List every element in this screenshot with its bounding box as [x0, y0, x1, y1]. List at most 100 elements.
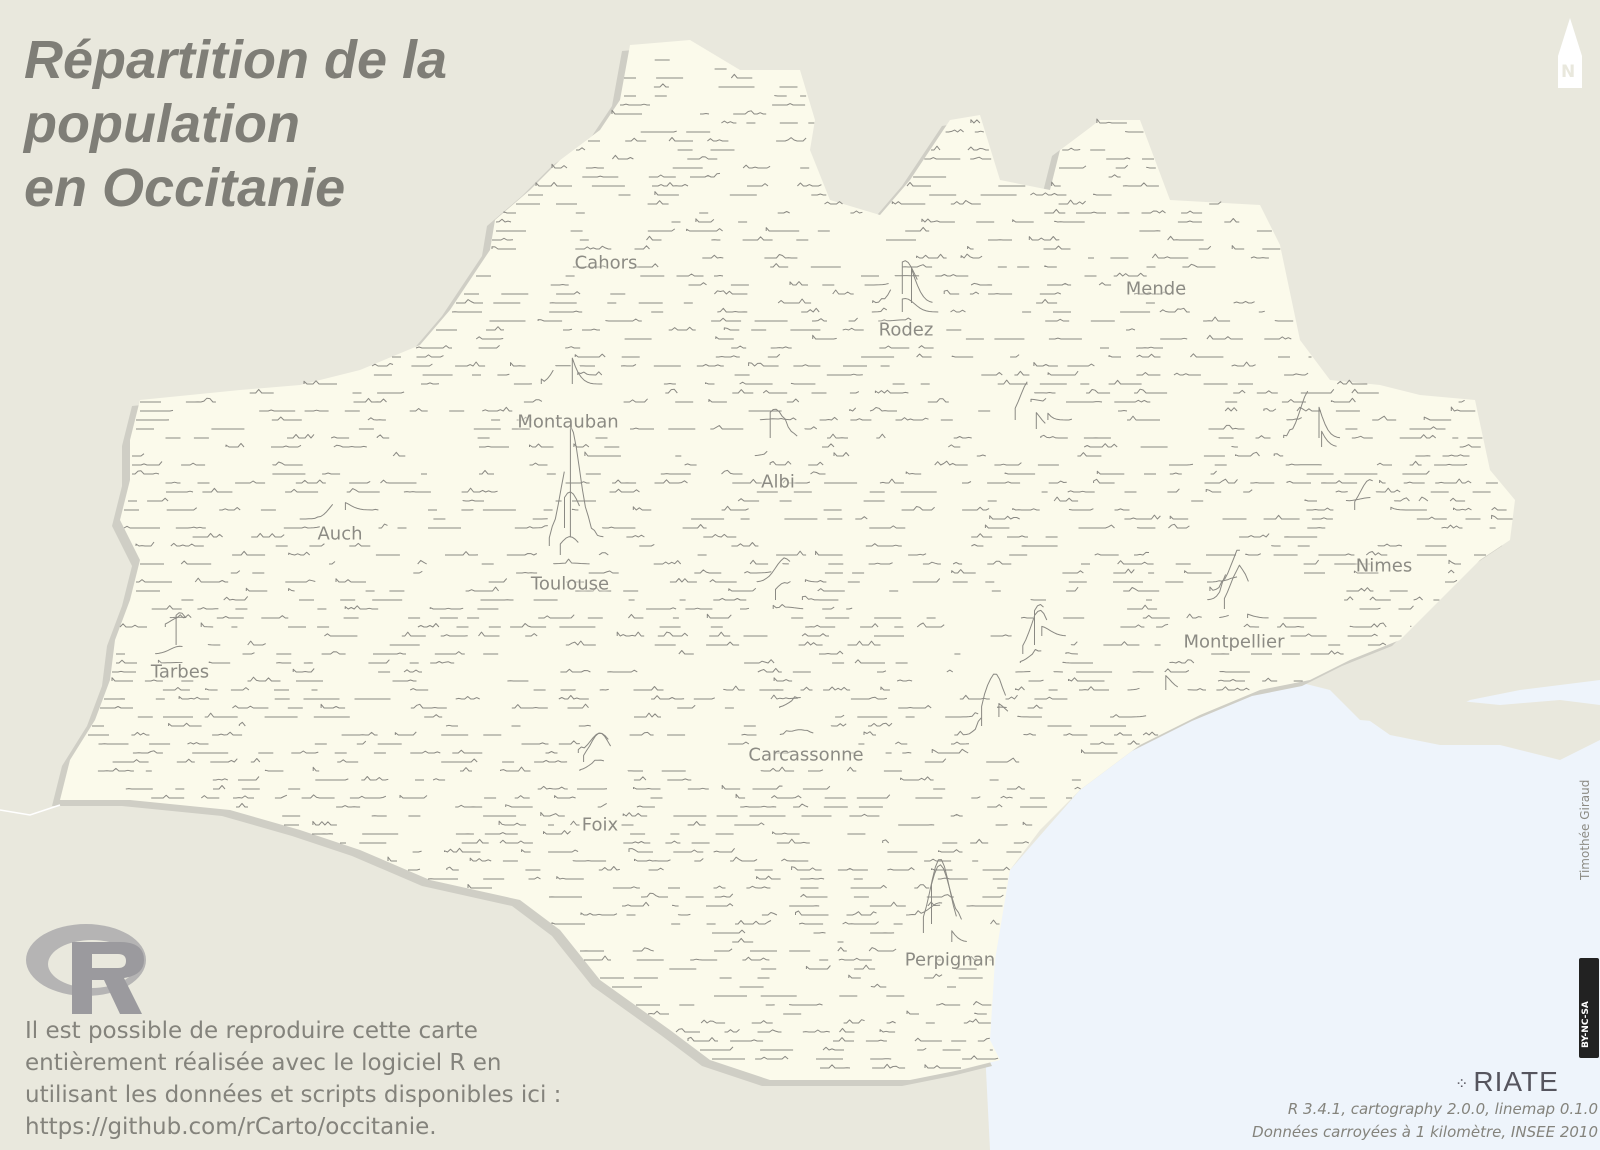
linemap-row: [551, 864, 1000, 925]
linemap-row: [111, 676, 1303, 682]
linemap-row: [476, 272, 1147, 277]
linemap-row: [225, 430, 1481, 448]
linemap-row: [97, 759, 902, 772]
linemap-row: [489, 316, 1294, 322]
linemap-row: [230, 568, 1455, 574]
source-software: R 3.4.1, cartography 2.0.0, linemap 0.1.…: [1287, 1100, 1598, 1118]
linemap-row: [132, 732, 1118, 754]
linemap-row: [249, 388, 1379, 394]
license-label: BY-NC-SA: [1581, 1001, 1591, 1048]
linemap-row: [373, 370, 1309, 376]
outside-border: [0, 804, 61, 816]
linemap-row: [324, 625, 1402, 637]
city-label-rodez: Rodez: [878, 319, 934, 341]
linemap-row: [580, 902, 943, 916]
linemap-row: [624, 73, 753, 79]
linemap-row: [464, 260, 1168, 295]
linemap-row: [620, 103, 806, 106]
linemap-row: [700, 1046, 993, 1051]
linemap-row: [535, 181, 1159, 187]
linemap-row: [125, 784, 1081, 790]
linemap-row: [612, 983, 956, 988]
map-title: Répartition de la population en Occitani…: [24, 28, 447, 220]
city-label-foix: Foix: [581, 814, 619, 836]
linemap-row: [132, 450, 1470, 457]
linemap-row: [132, 460, 1468, 466]
r-logo-icon: [26, 924, 146, 1014]
linemap-row: [572, 263, 1216, 268]
linemap-row: [647, 1010, 987, 1015]
title-line-3: en Occitanie: [24, 158, 346, 218]
linemap-row: [236, 802, 1048, 808]
linemap-row: [576, 145, 1106, 151]
linemap-row: [475, 334, 1292, 340]
linemap-row: [392, 353, 1312, 358]
author-credit: Timothée Giraud: [1578, 779, 1592, 880]
linemap-row: [140, 558, 1461, 565]
linemap-row: [496, 226, 1272, 232]
linemap-row: [675, 1027, 896, 1033]
linemap-row: [175, 604, 1387, 646]
linemap-row: [548, 892, 1004, 898]
linemap-row: [137, 703, 1147, 718]
linemap-row: [584, 955, 993, 961]
linemap-row: [436, 326, 1136, 331]
linemap-row: [580, 946, 897, 952]
linemap-row: [140, 397, 1465, 403]
title-line-2: population: [24, 94, 300, 154]
linemap-row: [136, 549, 1408, 592]
title-line-1: Répartition de la: [24, 30, 448, 90]
linemap-row: [712, 859, 957, 934]
linemap-row: [119, 614, 1412, 628]
linemap-row: [611, 109, 767, 115]
city-label-montpellier: Montpellier: [1183, 631, 1285, 653]
linemap-row: [299, 503, 1513, 520]
linemap-row: [151, 793, 1072, 799]
linemap-row: [112, 667, 1250, 673]
linemap-row: [181, 574, 1440, 601]
linemap-row: [340, 838, 1029, 844]
linemap-row: [669, 964, 977, 970]
linemap-row: [732, 930, 967, 943]
linemap-row: [192, 425, 1318, 538]
cc-license-badge: BY-NC-SA: [1579, 958, 1599, 1058]
linemap-row: [212, 776, 1081, 781]
linemap-row: [687, 1036, 990, 1042]
riate-logo-text: RIATE: [1473, 1066, 1559, 1097]
north-arrow-icon: [1558, 18, 1582, 88]
linemap-row: [588, 137, 807, 142]
linemap-row: [116, 609, 1344, 655]
reproduction-note: Il est possible de reproduire cette cart…: [25, 1018, 562, 1140]
linemap-row: [151, 564, 1414, 610]
linemap-row: [136, 381, 1452, 421]
city-label-montauban: Montauban: [517, 411, 619, 433]
city-label-toulouse: Toulouse: [530, 573, 610, 595]
linemap-row: [162, 675, 1250, 691]
linemap-row: [451, 298, 1265, 313]
linemap-row: [467, 884, 1007, 889]
linemap-row: [700, 1018, 991, 1024]
linemap-row: [456, 267, 1255, 304]
city-label-cahors: Cahors: [574, 252, 638, 274]
linemap-row: [104, 694, 1068, 700]
linemap-row: [92, 673, 1126, 727]
riate-dots-icon: ⁘: [1455, 1075, 1470, 1093]
source-data: Données carroyées à 1 kilomètre, INSEE 2…: [1252, 1123, 1598, 1141]
linemap-row: [100, 696, 1043, 709]
linemap-row: [232, 536, 1486, 556]
linemap-row: [98, 740, 1140, 745]
city-label-auch: Auch: [317, 523, 363, 545]
linemap-row: [712, 1055, 999, 1060]
linemap-row: [135, 471, 1447, 547]
linemap-row: [169, 613, 1317, 619]
linemap-row: [412, 847, 1022, 853]
city-label-albi: Albi: [761, 471, 795, 493]
linemap-row: [492, 235, 1204, 241]
linemap-row: [495, 218, 1240, 223]
neighbouring-land: [1340, 690, 1600, 760]
city-label-perpignan: Perpignan: [904, 949, 996, 971]
linemap-row: [551, 163, 1156, 169]
source-note: R 3.4.1, cartography 2.0.0, linemap 0.1.…: [1252, 1098, 1598, 1144]
linemap-row: [124, 479, 1507, 511]
